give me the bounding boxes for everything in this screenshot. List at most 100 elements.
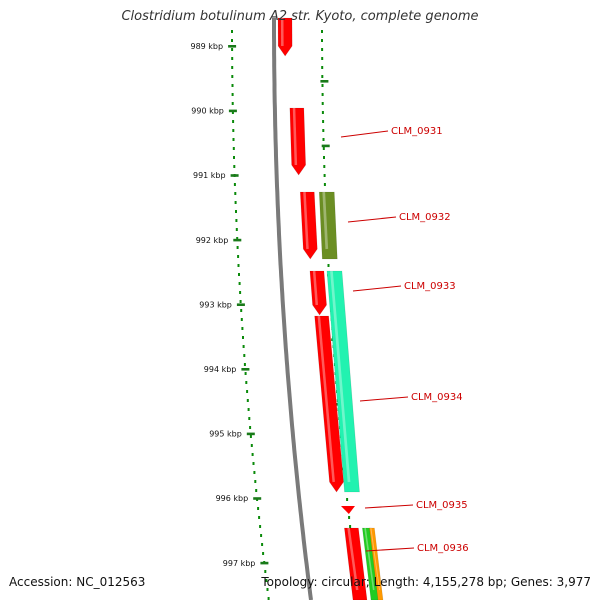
minor-tick-left: [251, 453, 254, 456]
gene-label-leader: [359, 396, 409, 402]
gene-block-green-shine: [364, 527, 375, 591]
minor-tick-left: [259, 525, 262, 528]
minor-tick-right: [322, 120, 325, 123]
minor-tick-left: [231, 39, 233, 42]
minor-tick-right: [348, 516, 351, 519]
gene-arrow-clm-0936-shine: [347, 527, 359, 591]
gene-arrow-clm-0936: [344, 527, 368, 600]
minor-tick-left: [248, 417, 251, 420]
minor-tick-left: [260, 534, 263, 537]
gene-arrow-clm-0931-shine: [292, 107, 298, 166]
minor-tick-right: [323, 183, 326, 186]
minor-tick-left: [232, 147, 235, 150]
minor-tick-left: [243, 363, 246, 366]
minor-tick-left: [239, 300, 242, 303]
accession-text: Accession: NC_012563: [9, 575, 146, 589]
minor-tick-left: [235, 210, 237, 213]
minor-tick-right: [321, 93, 324, 96]
minor-tick-right: [349, 525, 352, 528]
minor-tick-right: [327, 264, 330, 267]
gene-arrow-clm-0934-shine: [317, 315, 335, 483]
minor-tick-right: [321, 39, 323, 42]
minor-tick-left: [255, 489, 258, 492]
major-tick-right: [320, 80, 329, 83]
tick-label: 995 kbp: [209, 430, 242, 439]
gene-arrow-top: [277, 17, 293, 57]
minor-tick-left: [241, 327, 244, 330]
minor-tick-left: [246, 390, 249, 393]
tick-label: 994 kbp: [204, 365, 237, 374]
gene-label-leader: [364, 504, 414, 509]
minor-tick-left: [233, 165, 236, 168]
minor-tick-left: [249, 426, 252, 429]
backbone-layer: [272, 18, 313, 600]
tick-label: 991 kbp: [193, 171, 226, 180]
minor-tick-left: [249, 435, 252, 438]
minor-tick-left: [231, 93, 234, 96]
minor-tick-left: [234, 201, 237, 204]
minor-tick-left: [253, 471, 256, 474]
minor-tick-left: [231, 111, 234, 114]
minor-tick-left: [261, 543, 264, 546]
minor-tick-right: [321, 57, 324, 60]
gene-block-green: [362, 527, 381, 600]
major-tick: [228, 45, 237, 48]
major-tick: [241, 368, 250, 371]
major-tick: [228, 109, 237, 113]
tick-label: 990 kbp: [191, 107, 224, 116]
minor-tick-left: [242, 345, 245, 348]
minor-tick-right: [321, 84, 324, 87]
minor-tick-left: [265, 579, 268, 582]
minor-tick-right: [321, 30, 323, 33]
major-tick: [236, 303, 245, 306]
minor-tick-left: [243, 354, 246, 357]
minor-tick-right: [322, 138, 325, 141]
minor-tick-left: [234, 192, 237, 195]
gene-layer: [277, 17, 384, 600]
minor-tick-right: [322, 129, 325, 132]
gene-arrow-clm-0931: [289, 107, 306, 176]
genome-backbone: [272, 18, 313, 600]
gene-arrow-clm-0932: [299, 191, 318, 260]
minor-tick-left: [242, 336, 244, 339]
minor-tick-left: [254, 480, 257, 483]
minor-tick-right: [323, 165, 326, 168]
gene-label-leader: [347, 216, 397, 223]
minor-tick-left: [232, 129, 235, 132]
minor-tick-left: [240, 318, 243, 321]
minor-tick-left: [238, 282, 241, 285]
gene-arrow-clm-0932-shine: [303, 191, 309, 250]
tick-label: 989 kbp: [190, 42, 223, 51]
minor-tick-left: [236, 246, 239, 249]
minor-tick-left: [266, 588, 269, 591]
gene-label-leader: [352, 285, 402, 292]
minor-tick-right: [322, 147, 325, 150]
minor-tick-left: [231, 57, 234, 60]
minor-tick-right: [321, 66, 324, 69]
minor-tick-left: [237, 264, 240, 267]
gene-label-layer: CLM_0931 CLM_0932 CLM_0933 CLM_0934 CLM_0935…: [340, 126, 469, 554]
minor-tick-left: [236, 237, 239, 240]
gene-block-orange-shine: [370, 527, 380, 591]
gene-label-leader: [365, 547, 415, 552]
gene-label-clm-0931: CLM_0931: [391, 126, 443, 137]
gene-label-leader: [340, 130, 389, 138]
tick-label: 992 kbp: [196, 236, 229, 245]
minor-tick-left: [267, 597, 270, 600]
minor-tick-right: [323, 174, 326, 177]
gene-arrow-clm-0935: [340, 506, 355, 514]
map-title: Clostridium botulinum A2 str. Kyoto, com…: [121, 9, 479, 24]
minor-tick-left: [262, 552, 265, 555]
tick-label: 993 kbp: [199, 300, 232, 309]
minor-tick-left: [233, 156, 235, 159]
tick-label: 996 kbp: [216, 494, 249, 503]
major-tick: [253, 497, 262, 500]
minor-tick-right: [321, 102, 324, 105]
gene-label-clm-0933: CLM_0933: [404, 281, 456, 292]
minor-tick-right: [321, 111, 324, 114]
gene-label-clm-0936: CLM_0936: [417, 543, 469, 554]
tick-label: 997 kbp: [223, 559, 256, 568]
minor-tick-left: [233, 183, 236, 186]
gene-label-clm-0935: CLM_0935: [416, 500, 468, 511]
